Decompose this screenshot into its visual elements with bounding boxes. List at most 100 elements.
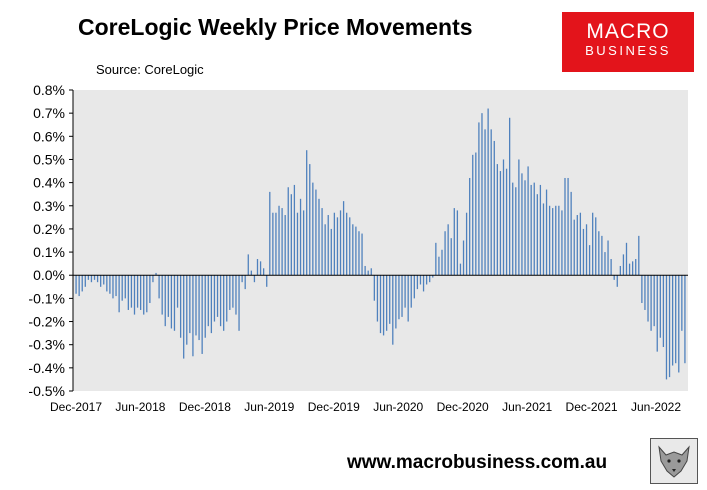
bar [81, 275, 83, 292]
bar [352, 224, 354, 276]
bar [416, 275, 419, 290]
bar [512, 182, 514, 276]
y-tick-label: 0.6% [33, 128, 65, 144]
y-tick-label: 0.8% [33, 82, 65, 98]
bar [149, 275, 151, 304]
bar [567, 177, 569, 276]
x-tick-label: Jun-2019 [244, 400, 294, 414]
x-tick-label: Dec-2018 [179, 400, 231, 414]
plot-area [73, 90, 688, 391]
bar [284, 215, 286, 276]
bar [161, 275, 163, 315]
bar [321, 208, 323, 276]
bar [235, 275, 237, 315]
bar [518, 159, 520, 276]
bar [250, 270, 252, 276]
bar [542, 203, 545, 276]
bar [638, 235, 640, 276]
bar [496, 164, 498, 276]
bar [622, 254, 625, 276]
bar [625, 242, 628, 276]
bar [373, 275, 375, 301]
bar [632, 261, 634, 276]
x-axis-ticks: Dec-2017 Jun-2018 Dec-2018 Jun-2019 Dec-2019… [50, 400, 681, 414]
bar [115, 275, 117, 297]
bar [487, 108, 489, 276]
bar [213, 275, 216, 322]
bar [133, 275, 136, 315]
bar [339, 210, 342, 276]
bar [456, 210, 459, 276]
bar [539, 184, 542, 276]
y-tick-label: 0.5% [33, 151, 65, 167]
bar [229, 275, 231, 310]
bar [641, 275, 643, 304]
bar [364, 265, 366, 276]
bar [296, 212, 299, 276]
bar [158, 275, 160, 299]
bar [521, 173, 523, 276]
bar [336, 217, 339, 276]
bar [484, 129, 486, 276]
bar [576, 215, 578, 276]
bar [367, 270, 369, 276]
bar [653, 275, 655, 327]
bar [462, 240, 465, 276]
bar [164, 275, 166, 327]
bar [432, 275, 434, 278]
bar [299, 198, 302, 276]
bar [668, 275, 671, 378]
bar [509, 117, 511, 276]
bar [389, 275, 391, 324]
bar [441, 249, 443, 276]
bar [665, 275, 668, 380]
bar [306, 150, 308, 276]
bar [675, 275, 677, 364]
bar [592, 212, 594, 276]
bar [628, 263, 631, 276]
bar [635, 259, 637, 276]
bar [136, 275, 139, 308]
bar [210, 275, 213, 334]
bar [588, 245, 591, 276]
bar [309, 164, 311, 276]
bar [247, 254, 249, 276]
bar [493, 140, 495, 276]
bars-group [75, 108, 686, 380]
bar [269, 191, 271, 276]
bar [656, 275, 658, 352]
bar [302, 210, 305, 276]
bar [186, 275, 188, 345]
x-tick-label: Jun-2020 [373, 400, 423, 414]
bar [146, 275, 148, 313]
bar [318, 198, 320, 276]
y-tick-label: 0.4% [33, 175, 65, 191]
bar [386, 275, 388, 331]
bar [453, 208, 455, 276]
x-tick-label: Jun-2022 [631, 400, 681, 414]
bar [170, 275, 173, 329]
bar [238, 275, 240, 331]
bar [582, 228, 585, 276]
bar [155, 272, 157, 276]
bar [192, 275, 194, 357]
bar [481, 113, 483, 276]
y-tick-label: -0.5% [28, 383, 65, 399]
bar [502, 159, 505, 276]
bar [232, 275, 234, 308]
bar [438, 256, 440, 276]
bar [223, 275, 225, 331]
bar [395, 275, 397, 329]
bar [379, 275, 382, 334]
bar [530, 184, 532, 276]
bar [183, 275, 185, 359]
bar [103, 275, 105, 285]
bar [198, 275, 200, 341]
bar [189, 275, 191, 334]
bar [616, 275, 618, 287]
bar [659, 275, 661, 338]
bar [278, 205, 280, 276]
y-axis-ticks: 0.8% 0.7% 0.6% 0.5% 0.4% 0.3% 0.2% 0.1% 0.0% -0.1… [28, 82, 73, 399]
bar [346, 212, 348, 276]
